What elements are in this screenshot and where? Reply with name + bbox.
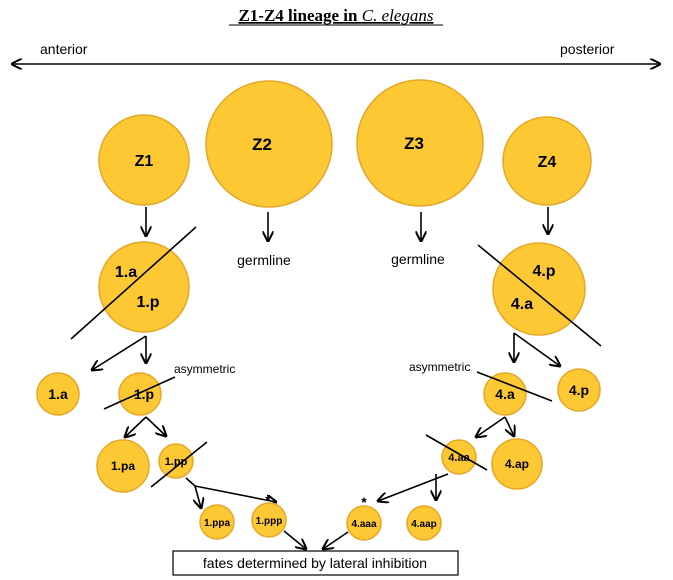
svg-text:4.a: 4.a [511,296,533,313]
germline-label-left: germline [237,252,291,268]
cell-4p: 4.p [557,368,601,412]
posterior-label: posterior [560,41,615,57]
svg-text:1.pa: 1.pa [111,459,135,473]
cell-4ap: 4.ap [491,438,543,490]
arrow-1ppp-to-fates [283,530,306,549]
svg-text:1.a: 1.a [115,264,137,281]
cell-1pp: 1.pp [150,441,208,488]
cell-1ppa: 1.ppa [199,504,235,540]
cell-z4-dividing: 4.p 4.a [477,242,602,347]
asymmetric-label-right: asymmetric [409,360,470,374]
cell-z1-dividing: 1.a 1.p [70,226,197,340]
arrow-4a-to-4ap [504,416,514,436]
fates-box: fates determined by lateral inhibition [172,550,459,576]
cell-z3: Z3 [356,79,484,207]
germline-label-right: germline [391,251,445,267]
arrow-4a-to-4aa [476,416,506,437]
cell-4aaa: 4.aaa [346,505,382,541]
star-left: * [265,492,271,508]
svg-text:Z3: Z3 [404,134,424,153]
arrow-4aa-to-4aaa [378,473,449,501]
svg-text:Z4: Z4 [538,154,557,171]
svg-text:4.aap: 4.aap [411,519,437,530]
star-right: * [361,494,367,510]
cell-z2: Z2 [205,80,333,208]
cell-1pa: 1.pa [96,439,150,493]
svg-text:1.ppp: 1.ppp [256,516,283,527]
arrow-1p-to-1pa [125,416,147,437]
cell-4aa: 4.aa [425,434,488,475]
svg-text:4.p: 4.p [569,382,589,398]
cell-1p: 1.p [103,372,176,416]
arrow-4aaa-to-fates [323,531,349,549]
svg-text:1.p: 1.p [136,294,159,311]
svg-text:Z2: Z2 [252,135,272,154]
svg-text:1.pp: 1.pp [165,456,188,468]
arrow-z1-to-1a [92,335,147,370]
svg-text:4.aa: 4.aa [448,452,470,464]
arrow-1pp-to-1ppp [194,485,276,502]
svg-text:Z1: Z1 [135,153,154,170]
svg-text:4.aaa: 4.aaa [351,519,376,530]
cell-4a: 4.a [476,371,553,416]
svg-text:1.a: 1.a [48,386,68,402]
diagram-title: Z1-Z4 lineage in C. elegans [238,6,433,25]
svg-text:1.ppa: 1.ppa [204,518,231,529]
svg-text:1.p: 1.p [134,386,154,402]
cell-4aap: 4.aap [406,505,442,541]
arrow-z4-to-4p [513,332,560,366]
cell-1ppp: 1.ppp [251,502,287,538]
svg-text:4.ap: 4.ap [505,457,529,471]
arrow-1pp-to-1ppa [185,477,201,508]
cell-z4: Z4 [502,116,592,206]
svg-text:4.p: 4.p [532,263,555,280]
svg-text:4.a: 4.a [495,386,515,402]
asymmetric-label-left: asymmetric [174,362,235,376]
svg-text:fates determined by lateral in: fates determined by lateral inhibition [203,555,427,571]
arrow-1p-to-1pp [145,416,166,436]
anterior-label: anterior [40,41,88,57]
cell-1a: 1.a [36,372,80,416]
cell-z1: Z1 [98,114,190,206]
